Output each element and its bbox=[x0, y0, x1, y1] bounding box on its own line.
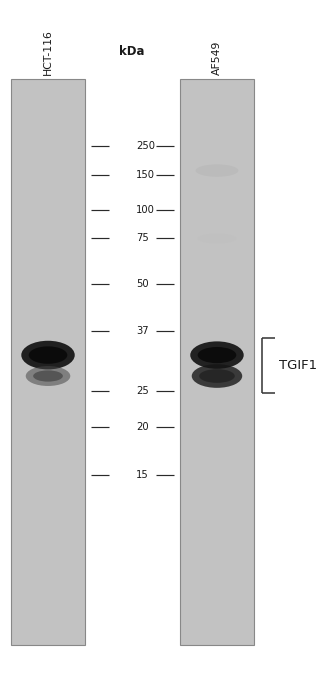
Text: 50: 50 bbox=[136, 279, 148, 289]
Text: HCT-116: HCT-116 bbox=[43, 29, 53, 75]
Text: 37: 37 bbox=[136, 326, 148, 335]
Bar bbox=[180, 79, 254, 645]
Text: kDa: kDa bbox=[119, 45, 145, 58]
Text: 25: 25 bbox=[136, 386, 148, 397]
Text: 250: 250 bbox=[136, 141, 155, 151]
Ellipse shape bbox=[29, 346, 67, 364]
Text: TGIF1: TGIF1 bbox=[279, 359, 317, 372]
Ellipse shape bbox=[190, 342, 244, 369]
Bar bbox=[11, 79, 85, 645]
Ellipse shape bbox=[198, 347, 236, 363]
Text: 150: 150 bbox=[136, 170, 155, 180]
Ellipse shape bbox=[196, 165, 238, 177]
Ellipse shape bbox=[192, 364, 242, 388]
Ellipse shape bbox=[199, 369, 235, 383]
Text: AF549: AF549 bbox=[212, 41, 222, 75]
Ellipse shape bbox=[21, 341, 75, 369]
Ellipse shape bbox=[33, 370, 63, 381]
Text: 15: 15 bbox=[136, 470, 148, 480]
Text: 75: 75 bbox=[136, 233, 148, 244]
Text: 20: 20 bbox=[136, 422, 148, 432]
Ellipse shape bbox=[26, 366, 70, 386]
Ellipse shape bbox=[198, 233, 236, 244]
Text: 100: 100 bbox=[136, 205, 155, 215]
